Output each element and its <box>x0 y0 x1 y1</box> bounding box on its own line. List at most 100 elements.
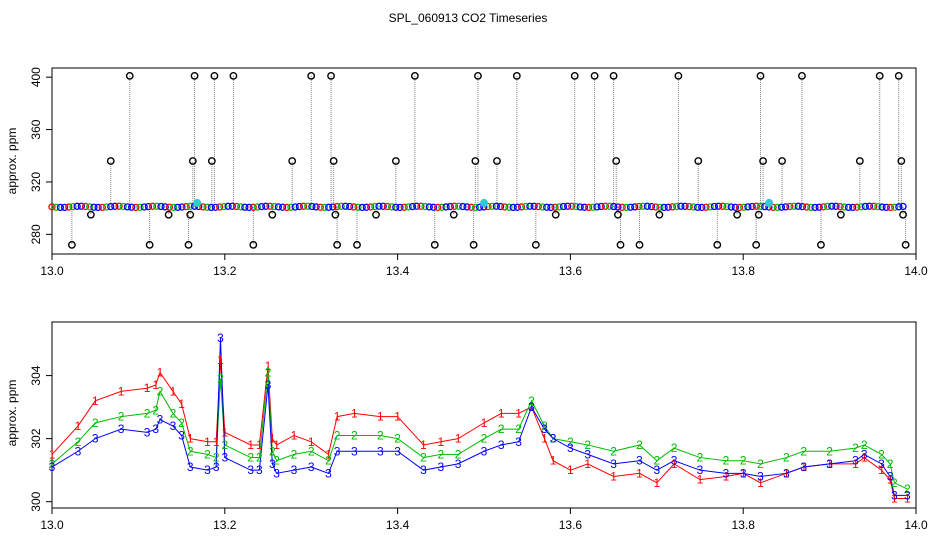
series-3-marker: 3 <box>636 454 643 468</box>
series-2-marker: 2 <box>481 432 488 446</box>
baseline-point <box>308 202 316 211</box>
series-1-marker: 1 <box>528 400 535 414</box>
outlier-point <box>268 210 277 219</box>
series-3-marker: 3 <box>757 469 764 483</box>
outlier-point <box>616 240 625 249</box>
series-1-marker: 1 <box>351 406 358 420</box>
series-3-marker: 3 <box>256 463 263 477</box>
baseline-point <box>878 203 886 211</box>
series-1-marker: 1 <box>394 410 401 424</box>
baseline-point <box>413 202 421 210</box>
baseline-point <box>392 203 400 211</box>
series-3-marker: 3 <box>152 422 159 436</box>
series-2-marker: 2 <box>515 422 522 436</box>
baseline-point <box>283 203 291 212</box>
baseline-point <box>660 203 668 212</box>
baseline-point <box>656 203 664 211</box>
series-1-marker: 1 <box>584 457 591 471</box>
series-2-marker: 2 <box>247 451 254 465</box>
baseline-point <box>601 202 610 210</box>
baseline-point <box>819 203 828 211</box>
baseline-point <box>643 202 651 210</box>
baseline-point <box>346 202 354 211</box>
series-2-marker: 2 <box>420 451 427 465</box>
series-3-marker: 3 <box>481 444 488 458</box>
series-1-marker: 1 <box>92 394 99 408</box>
series-2-marker: 2 <box>204 447 211 461</box>
series-3-marker: 3 <box>861 447 868 461</box>
series-3-marker: 3 <box>75 444 82 458</box>
series-2-marker: 2 <box>437 447 444 461</box>
outlier-point <box>493 157 501 165</box>
highlight-point <box>480 198 488 207</box>
outlier-point <box>449 210 458 219</box>
baseline-point <box>568 202 576 210</box>
outlier-point <box>590 71 599 80</box>
baseline-point <box>165 203 174 211</box>
baseline-point <box>891 203 899 211</box>
series-2-marker: 2 <box>498 422 505 436</box>
series-1-marker: 1 <box>291 428 298 442</box>
baseline-point <box>719 202 727 210</box>
baseline-point <box>333 202 341 211</box>
baseline-point <box>237 203 245 211</box>
series-3-marker: 3 <box>783 466 790 480</box>
series-3-marker: 3 <box>308 460 315 474</box>
baseline-point <box>371 202 379 211</box>
baseline-point <box>157 202 165 211</box>
series-2-marker: 2 <box>740 454 747 468</box>
baseline-point <box>274 203 283 211</box>
baseline-point <box>325 203 333 211</box>
baseline-point <box>744 203 752 211</box>
series-2-marker: 2 <box>269 444 276 458</box>
outlier-point <box>210 71 219 80</box>
baseline-point <box>471 203 480 212</box>
outlier-point <box>106 157 115 165</box>
baseline-point <box>459 202 467 211</box>
series-2-marker: 2 <box>861 438 868 452</box>
series-2-marker: 2 <box>152 403 159 417</box>
baseline-point <box>564 202 572 210</box>
series-3-marker: 3 <box>92 432 99 446</box>
baseline-point <box>249 203 257 211</box>
series-1-marker: 1 <box>170 384 177 398</box>
baseline-point <box>253 203 262 211</box>
baseline-point <box>756 202 765 210</box>
outlier-point <box>894 71 903 80</box>
series-1-marker: 1 <box>550 454 557 468</box>
baseline-point <box>304 202 312 210</box>
baseline-point <box>337 202 345 210</box>
series-1-line <box>51 359 908 500</box>
series-2-marker: 2 <box>891 476 898 490</box>
series-2-marker: 2 <box>273 454 280 468</box>
outlier-point <box>327 71 335 80</box>
baseline-point <box>698 203 706 212</box>
outlier-point <box>164 210 173 219</box>
baseline-point <box>241 203 249 211</box>
series-2-marker: 2 <box>213 451 220 465</box>
series-3-marker: 3 <box>740 466 747 480</box>
outlier-point <box>635 240 644 249</box>
baseline-point <box>639 202 647 210</box>
bottom-x-tick-label: 13.2 <box>213 518 237 532</box>
series-2-marker: 2 <box>783 451 790 465</box>
baseline-point <box>467 203 475 211</box>
baseline-point <box>396 203 404 212</box>
bottom-x-tick-label: 13.6 <box>559 518 583 532</box>
baseline-point <box>199 203 207 211</box>
baseline-point <box>861 202 869 211</box>
series-3-marker: 3 <box>118 422 125 436</box>
outlier-point <box>733 210 742 219</box>
baseline-point <box>727 203 735 211</box>
baseline-point <box>295 202 303 211</box>
baseline-point <box>429 203 438 211</box>
series-3-marker: 3 <box>170 419 177 433</box>
series-3-marker: 3 <box>394 444 401 458</box>
baseline-point <box>94 203 102 212</box>
series-1-marker: 1 <box>157 365 164 379</box>
baseline-point <box>128 203 136 211</box>
series-3-marker: 3 <box>213 460 220 474</box>
baseline-point <box>517 203 526 211</box>
baseline-point <box>576 203 584 211</box>
